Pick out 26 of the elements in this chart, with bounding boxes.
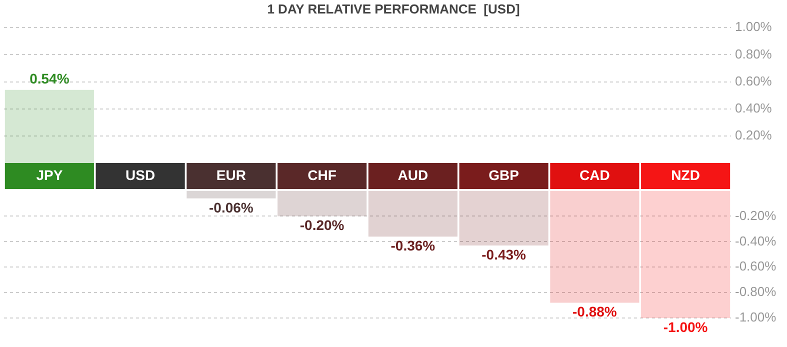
y-tick-label: -0.60% (735, 258, 777, 274)
data-label: -0.06% (209, 199, 254, 216)
y-tick-label: -0.20% (735, 208, 777, 223)
x-tick-label: JPY (36, 166, 64, 183)
data-label: -0.36% (390, 237, 436, 254)
data-label: -0.43% (482, 246, 527, 262)
y-tick-label: -0.40% (735, 233, 777, 248)
data-label: -0.88% (572, 304, 618, 320)
data-label: -1.00% (663, 318, 708, 335)
x-tick-label: NZD (671, 166, 700, 183)
y-tick-label: 0.80% (735, 46, 772, 62)
y-tick-label: 0.60% (735, 73, 772, 88)
x-tick-label: EUR (216, 166, 246, 183)
y-tick-label: 0.20% (735, 128, 772, 142)
data-label: 0.54% (30, 70, 70, 87)
y-tick-label: -1.00% (735, 310, 777, 325)
x-tick-label: GBP (488, 166, 519, 183)
data-label: -0.20% (300, 217, 345, 234)
x-tick-label: CHF (308, 166, 337, 183)
chart-title: 1 DAY RELATIVE PERFORMANCE [USD] (267, 1, 520, 16)
y-tick-label: -0.80% (735, 284, 777, 300)
y-tick-label: 0.40% (735, 100, 772, 116)
x-tick-label: USD (126, 166, 156, 183)
y-tick-label: 1.00% (735, 19, 772, 34)
x-tick-label: AUD (398, 166, 428, 183)
x-tick-label: CAD (580, 166, 610, 183)
